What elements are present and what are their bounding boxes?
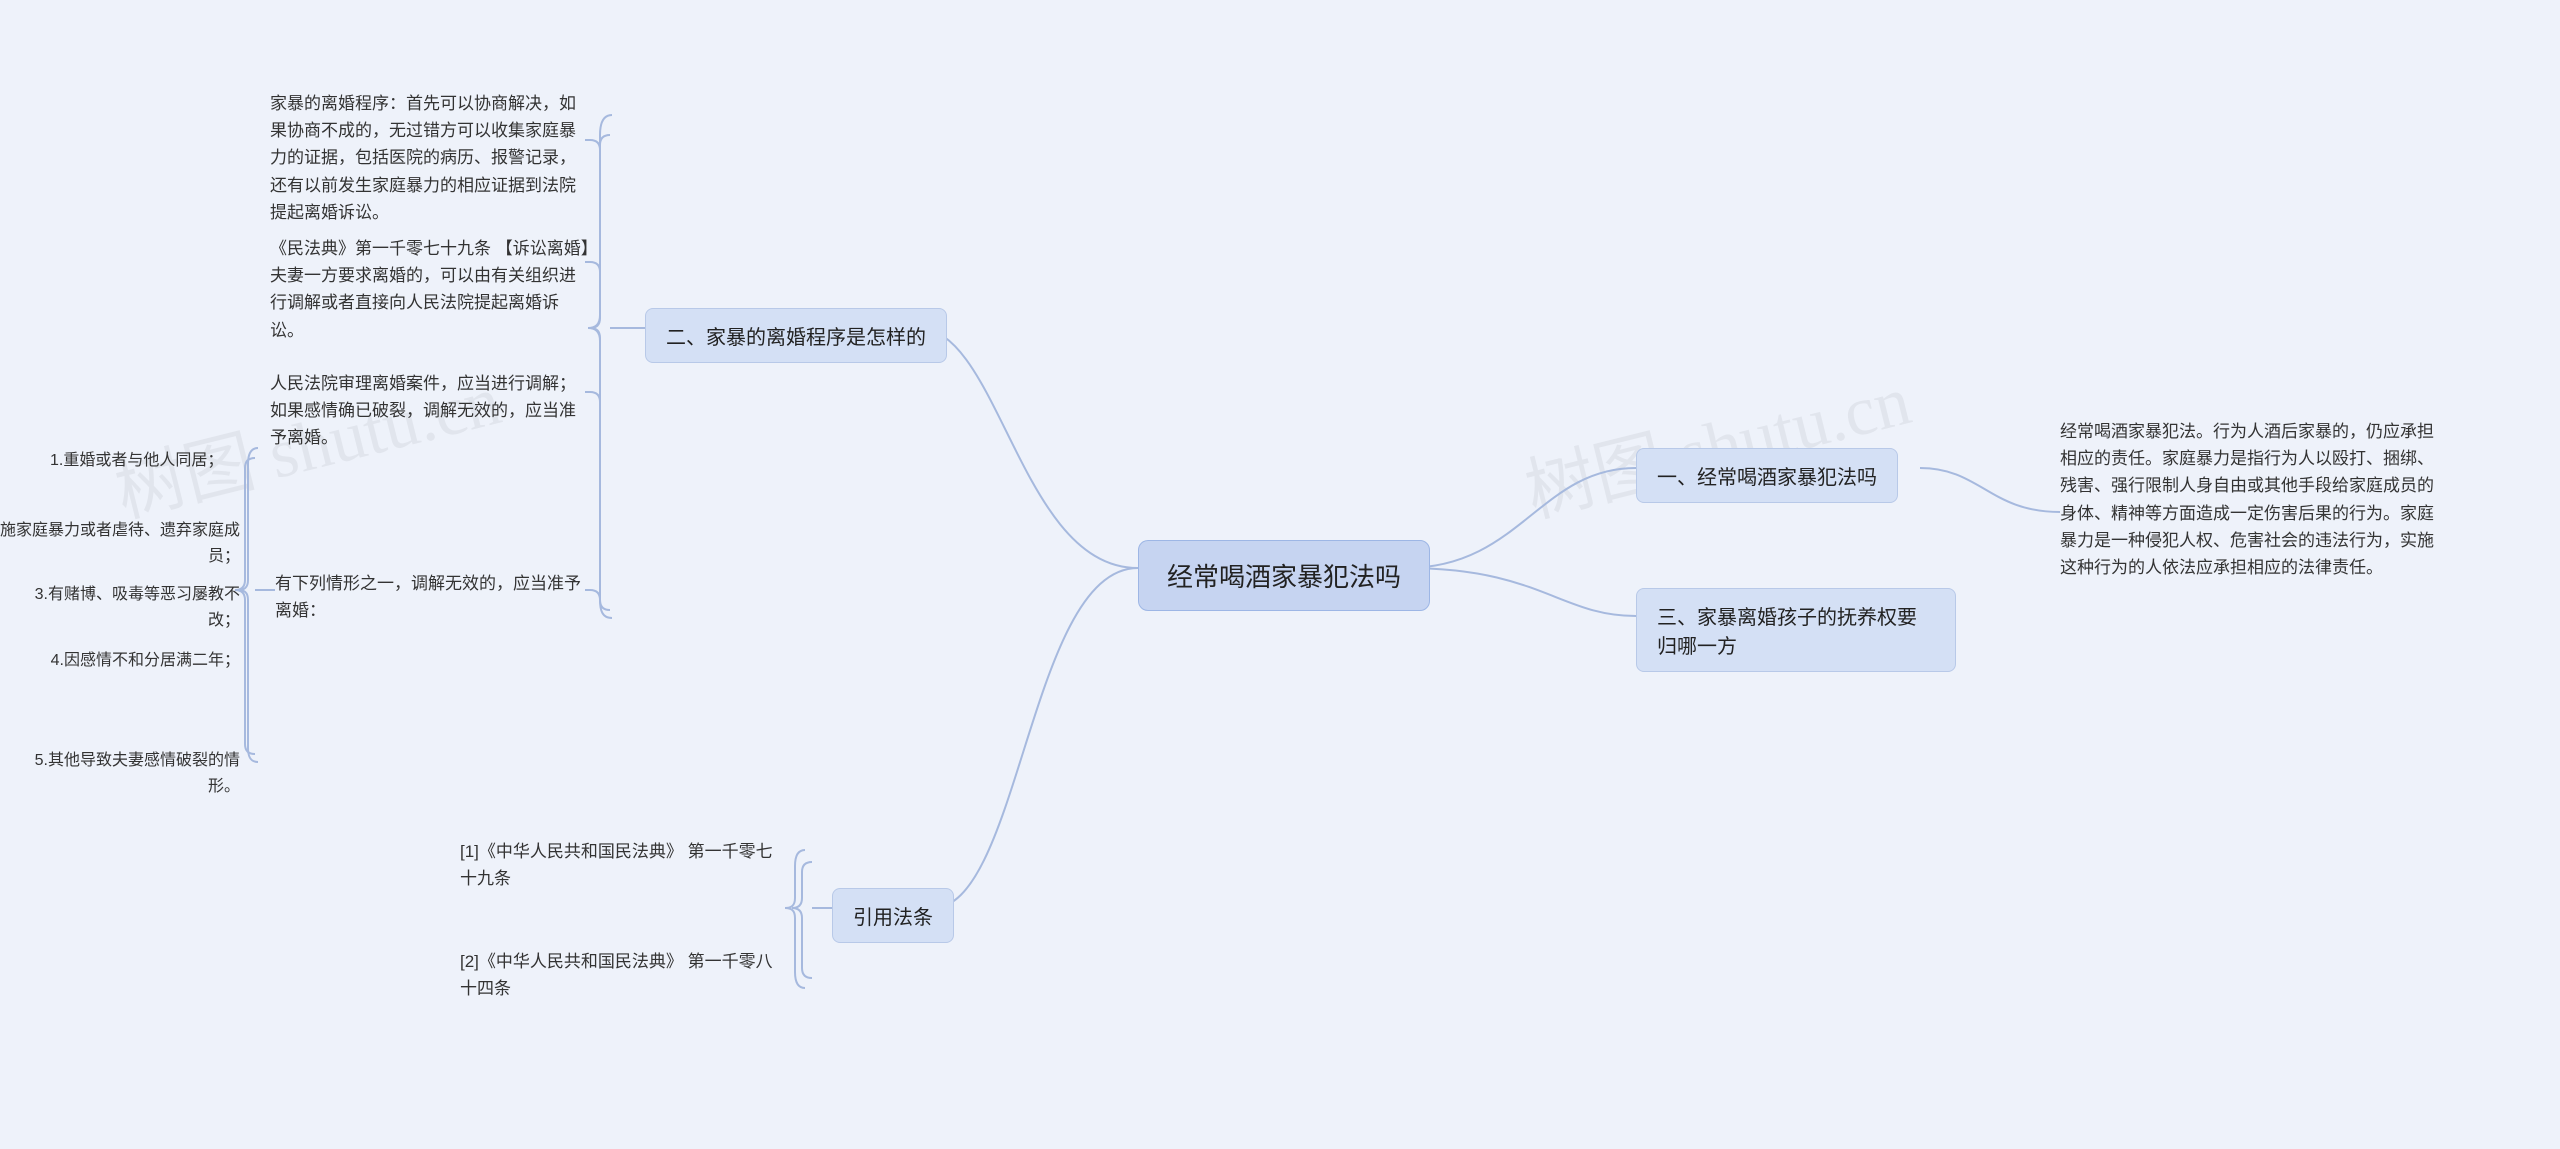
branch-1[interactable]: 一、经常喝酒家暴犯法吗: [1636, 448, 1898, 503]
leaf-b2-3: 人民法院审理离婚案件，应当进行调解；如果感情确已破裂，调解无效的，应当准予离婚。: [270, 370, 590, 452]
leaf-b2-4: 有下列情形之一，调解无效的，应当准予离婚：: [275, 570, 585, 624]
leaf-b2-2: 《民法典》第一千零七十九条 【诉讼离婚】夫妻一方要求离婚的，可以由有关组织进行调…: [270, 235, 590, 344]
branch-2-label: 二、家暴的离婚程序是怎样的: [666, 327, 926, 349]
leaf-b1-1: 经常喝酒家暴犯法。行为人酒后家暴的，仍应承担相应的责任。家庭暴力是指行为人以殴打…: [2060, 418, 2440, 581]
center-node[interactable]: 经常喝酒家暴犯法吗: [1138, 540, 1430, 611]
branch-2[interactable]: 二、家暴的离婚程序是怎样的: [645, 308, 947, 363]
leaf-b2-1: 家暴的离婚程序：首先可以协商解决，如果协商不成的，无过错方可以收集家庭暴力的证据…: [270, 90, 590, 226]
branch-4[interactable]: 引用法条: [832, 888, 954, 943]
leaf-b4-2: [2]《中华人民共和国民法典》 第一千零八十四条: [460, 948, 780, 1002]
center-label: 经常喝酒家暴犯法吗: [1167, 562, 1401, 592]
watermark-right: 树图 shutu.cn: [1514, 344, 1920, 537]
branch-4-label: 引用法条: [853, 907, 933, 929]
branch-1-label: 一、经常喝酒家暴犯法吗: [1657, 467, 1877, 489]
leaf-b2-4-1: 1.重婚或者与他人同居；: [50, 448, 223, 474]
leaf-b2-4-3: 3.有赌博、吸毒等恶习屡教不改；: [10, 582, 240, 633]
leaf-b2-4-4: 4.因感情不和分居满二年；: [40, 648, 240, 674]
leaf-b4-1: [1]《中华人民共和国民法典》 第一千零七十九条: [460, 838, 780, 892]
branch-3[interactable]: 三、家暴离婚孩子的抚养权要归哪一方: [1636, 588, 1956, 672]
leaf-b2-4-2: 2.实施家庭暴力或者虐待、遗弃家庭成员；: [0, 518, 240, 569]
mindmap-canvas: 树图 shutu.cn 树图 shutu.cn: [0, 0, 2560, 1149]
leaf-b2-4-5: 5.其他导致夫妻感情破裂的情形。: [20, 748, 240, 799]
branch-3-label: 三、家暴离婚孩子的抚养权要归哪一方: [1657, 607, 1917, 658]
